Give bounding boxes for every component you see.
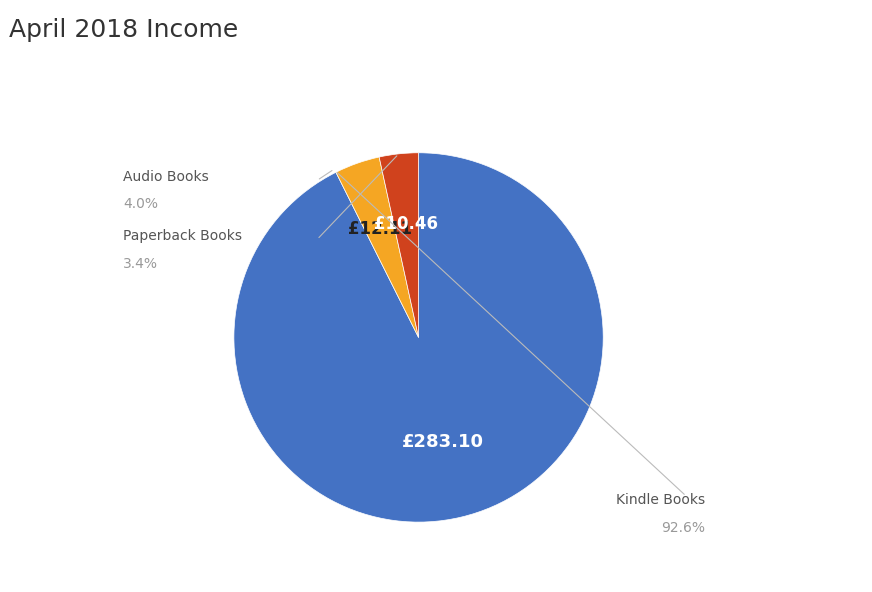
Text: April 2018 Income: April 2018 Income [9, 18, 238, 42]
Wedge shape [379, 153, 419, 337]
Text: 4.0%: 4.0% [123, 198, 158, 211]
Text: Kindle Books: Kindle Books [616, 493, 705, 507]
Text: Paperback Books: Paperback Books [123, 229, 242, 243]
Text: 3.4%: 3.4% [123, 256, 158, 271]
Text: £10.46: £10.46 [374, 215, 439, 233]
Text: 92.6%: 92.6% [661, 520, 705, 535]
Text: £12.11: £12.11 [349, 220, 412, 239]
Text: £283.10: £283.10 [402, 433, 484, 451]
Wedge shape [234, 153, 603, 522]
Text: Audio Books: Audio Books [123, 170, 209, 184]
Wedge shape [336, 157, 419, 337]
